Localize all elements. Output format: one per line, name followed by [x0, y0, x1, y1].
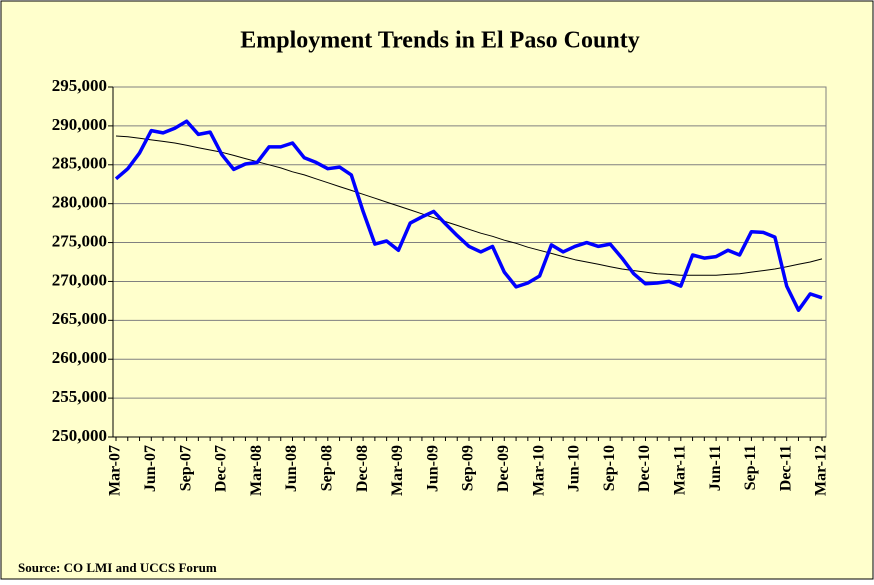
y-tick-label: 260,000: [52, 348, 107, 367]
x-tick-label: Mar-10: [530, 445, 547, 496]
x-tick-label: Dec-07: [213, 445, 230, 492]
x-tick-label: Jun-11: [707, 445, 724, 491]
x-tick-label: Dec-08: [354, 445, 371, 492]
y-tick-label: 285,000: [52, 154, 107, 173]
x-tick-label: Jun-08: [283, 445, 300, 492]
y-tick-label: 250,000: [52, 426, 107, 445]
x-tick-label: Mar-08: [248, 445, 265, 496]
x-tick-label: Dec-09: [495, 445, 512, 492]
x-tick-label: Dec-11: [777, 445, 794, 491]
source-note: Source: CO LMI and UCCS Forum: [18, 560, 217, 575]
x-tick-label: Jun-10: [566, 445, 583, 492]
x-tick-label: Sep-09: [460, 445, 477, 491]
y-tick-label: 270,000: [52, 270, 107, 289]
x-tick-label: Dec-10: [636, 445, 653, 492]
data-line: [114, 119, 823, 312]
x-tick-label: Sep-07: [177, 445, 194, 491]
trend-line: [115, 135, 823, 276]
x-tick-label: Mar-07: [107, 445, 124, 496]
chart-title: Employment Trends in El Paso County: [240, 28, 639, 54]
x-tick-label: Mar-11: [671, 445, 688, 495]
x-tick-label: Sep-10: [601, 445, 618, 491]
y-tick-label: 255,000: [52, 387, 107, 406]
x-tick-label: Sep-08: [318, 445, 335, 491]
x-tick-label: Mar-09: [389, 445, 406, 496]
y-tick-label: 280,000: [52, 193, 107, 212]
y-tick-label: 265,000: [52, 309, 107, 328]
y-tick-label: 290,000: [52, 115, 107, 134]
x-tick-label: Mar-12: [813, 445, 830, 496]
y-tick-label: 275,000: [52, 231, 107, 250]
plot-area: [112, 86, 827, 438]
x-tick-label: Jun-09: [424, 445, 441, 492]
x-tick-label: Sep-11: [742, 445, 759, 490]
y-tick-label: 295,000: [52, 76, 107, 95]
x-tick-label: Jun-07: [142, 445, 159, 492]
